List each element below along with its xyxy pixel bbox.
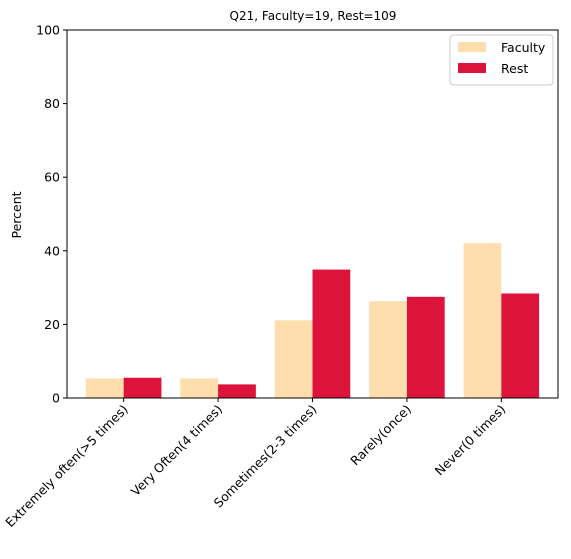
bar-faculty-3 <box>369 301 407 398</box>
bar-faculty-0 <box>85 378 124 398</box>
x-tick-label-2: Sometimes(2-3 times) <box>211 402 320 511</box>
legend-label-faculty: Faculty <box>501 40 546 55</box>
y-axis-label: Percent <box>9 191 24 238</box>
legend: Faculty Rest <box>449 34 554 86</box>
x-tick-label-4: Never(0 times) <box>432 402 509 479</box>
bar-rest-3 <box>406 296 445 398</box>
bar-rest-0 <box>123 377 162 398</box>
bars-layer <box>85 243 540 398</box>
bar-rest-4 <box>501 293 540 398</box>
x-tick-label-0: Extremely often(>5 times) <box>2 402 130 530</box>
y-tick-label-40: 40 <box>44 243 60 258</box>
x-tick-label-1: Very Often(4 times) <box>128 402 225 499</box>
bar-faculty-2 <box>274 320 313 398</box>
y-tick-label-60: 60 <box>44 170 60 185</box>
ticks-layer: 0 20 40 60 80 100 Extremely often(>5 times)Ver… <box>2 23 508 531</box>
legend-swatch-faculty <box>458 42 486 52</box>
legend-swatch-rest <box>458 63 486 73</box>
legend-label-rest: Rest <box>501 61 528 76</box>
bar-faculty-4 <box>463 243 502 398</box>
bar-faculty-1 <box>180 378 219 398</box>
bar-rest-1 <box>218 384 256 398</box>
y-tick-label-100: 100 <box>36 23 60 38</box>
y-tick-label-80: 80 <box>44 96 60 111</box>
chart-title: Q21, Faculty=19, Rest=109 <box>230 9 397 23</box>
y-tick-label-0: 0 <box>52 391 60 406</box>
y-tick-label-20: 20 <box>44 317 60 332</box>
bar-rest-2 <box>312 269 351 398</box>
x-tick-label-3: Rarely(once) <box>347 402 414 469</box>
